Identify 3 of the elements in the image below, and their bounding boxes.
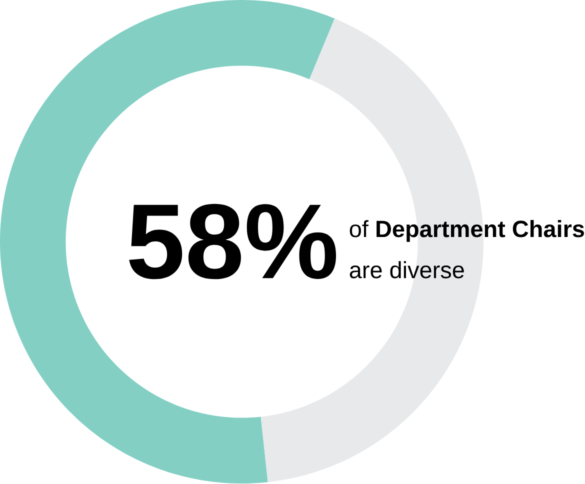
- text: 58%: [129, 204, 336, 280]
- text: of Department Chairs: [350, 220, 584, 242]
- text: are diverse: [350, 261, 464, 279]
